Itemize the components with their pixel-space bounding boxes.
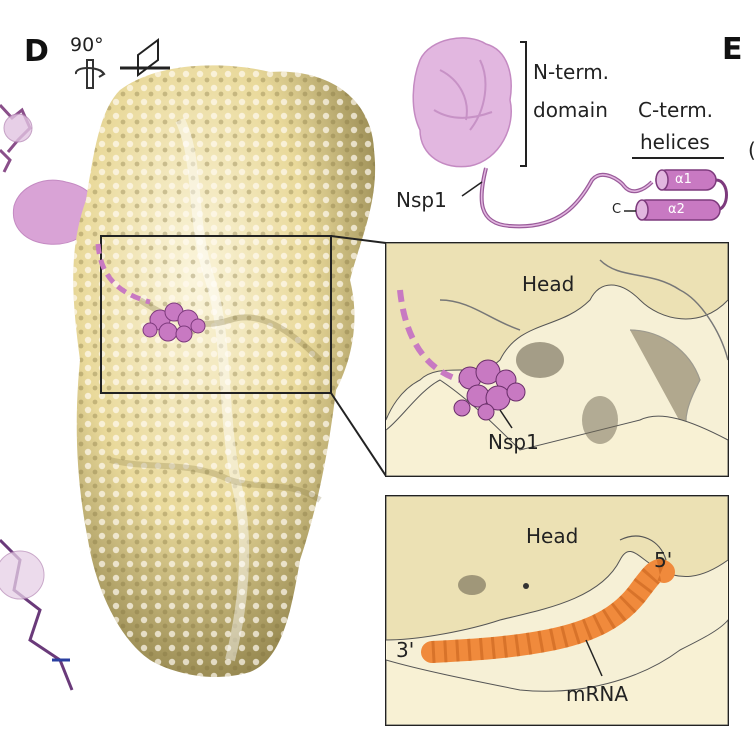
domain-bracket — [520, 41, 527, 167]
nsp1-linker — [479, 167, 654, 229]
domain-label: domain — [533, 98, 608, 122]
inset-top-head-label: Head — [522, 272, 575, 296]
five-prime-label: 5' — [654, 548, 673, 572]
mrna-label: mRNA — [566, 682, 629, 706]
helices-label: helices — [640, 130, 710, 154]
inset-top-density — [386, 243, 728, 476]
inset-bottom-density — [386, 496, 728, 725]
nsp1-nterm-domain-shape — [412, 37, 512, 168]
ribosome-density-map — [73, 65, 376, 677]
rotate-axis-icon — [75, 59, 106, 89]
view-plane-icon — [120, 38, 170, 77]
three-prime-label: 3' — [396, 638, 415, 662]
nsp1-density-main — [142, 302, 206, 343]
nsp1-pointer — [461, 181, 483, 197]
c-term-label: C-term. — [638, 98, 714, 122]
nsp1-schematic-label: Nsp1 — [396, 188, 447, 212]
connector-top — [330, 235, 387, 244]
alpha2-label: α2 — [668, 202, 685, 217]
helix-alpha1 — [655, 169, 717, 191]
zoom-region-box — [100, 235, 332, 394]
panel-letter-e: E — [722, 32, 743, 67]
nsp1-dashed-path-main — [95, 243, 151, 305]
n-term-label: N-term. — [533, 60, 610, 84]
connector-bottom — [330, 392, 387, 477]
inset-bottom-head-label: Head — [526, 524, 579, 548]
left-density-fragment-bottom — [0, 538, 74, 691]
rotation-angle-label: 90° — [70, 34, 104, 56]
left-density-fragment-top — [0, 103, 33, 173]
panel-letter-d: D — [24, 34, 49, 69]
c-terminus-label: C — [612, 202, 622, 217]
helix-alpha2 — [635, 199, 721, 221]
paren-label: ( — [748, 140, 755, 160]
inset-top-nsp1-label: Nsp1 — [488, 430, 539, 454]
alpha1-label: α1 — [675, 172, 692, 187]
